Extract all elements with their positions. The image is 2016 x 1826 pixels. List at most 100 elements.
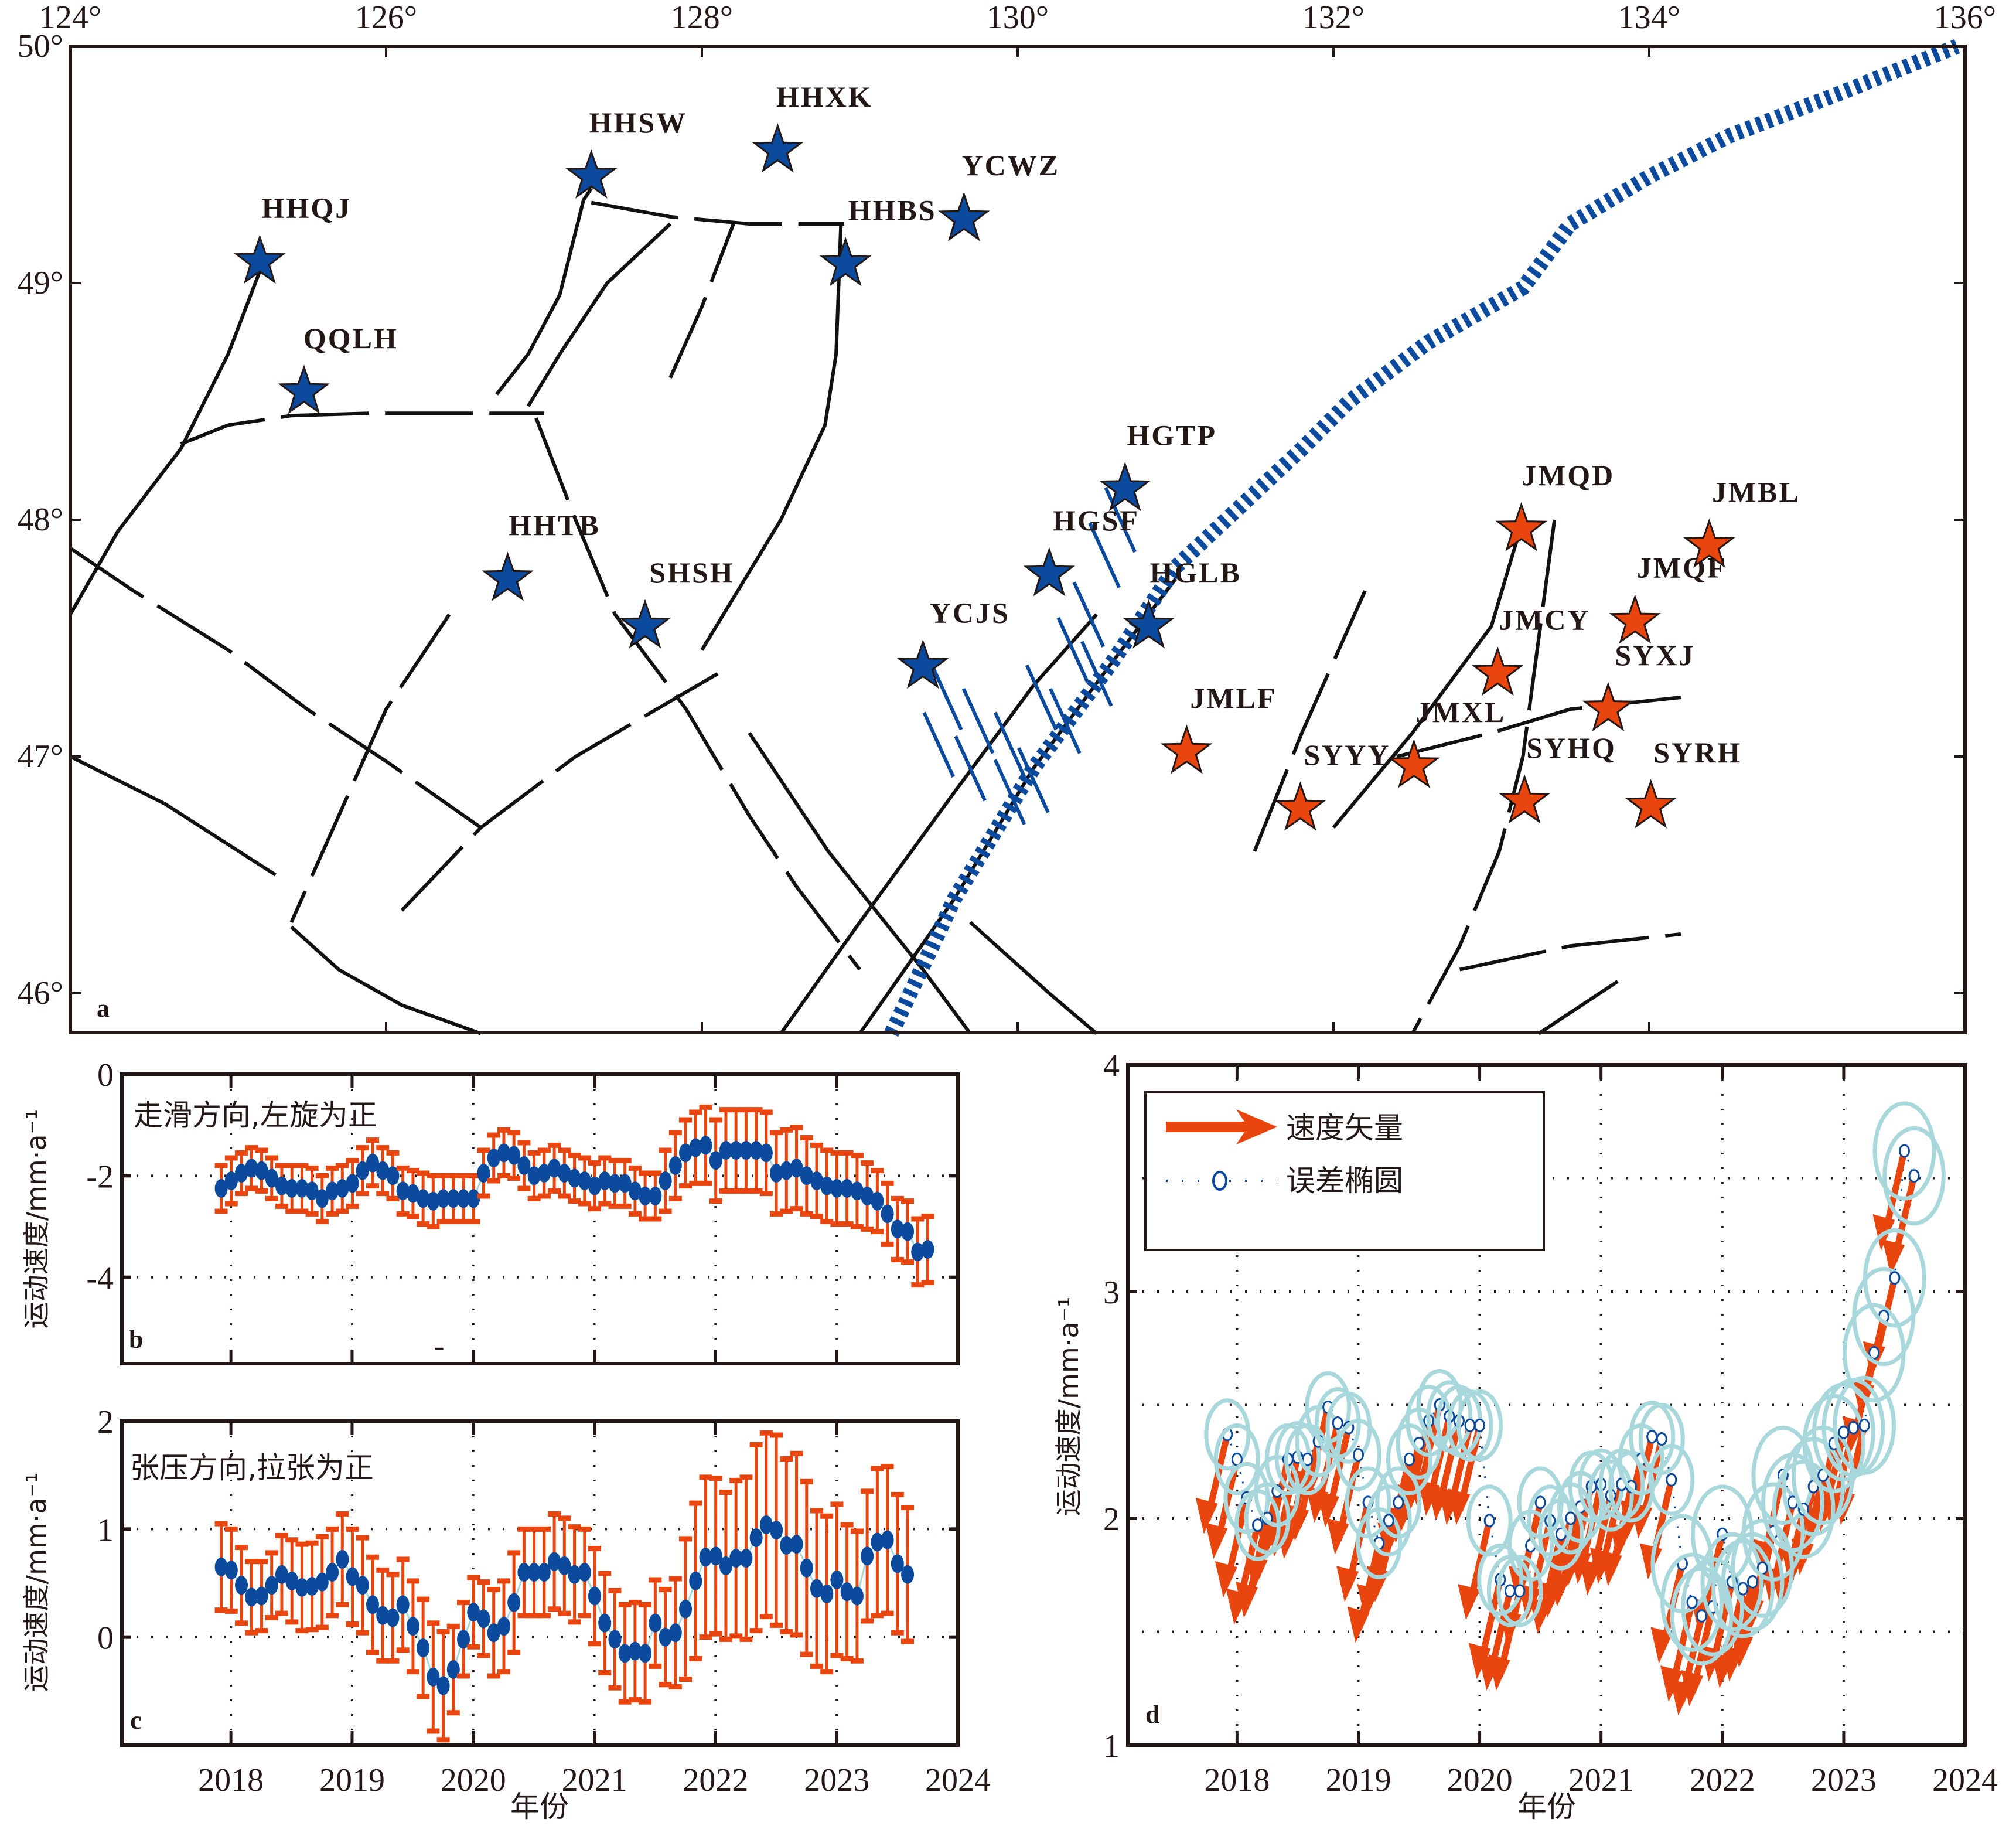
point-marker — [1474, 1418, 1486, 1432]
station-hhsw: HHSW — [565, 106, 685, 199]
data-point — [326, 1526, 339, 1619]
fault-lines — [69, 187, 1681, 1035]
station-label: HHBS — [848, 194, 937, 227]
point-marker — [537, 1164, 551, 1183]
station-star-icon — [1495, 502, 1547, 551]
data-point — [820, 1513, 834, 1675]
station-star-icon — [1099, 461, 1151, 512]
point-marker — [245, 1587, 258, 1607]
point-marker — [628, 1641, 642, 1661]
point-marker — [235, 1164, 248, 1183]
point-marker — [628, 1181, 642, 1201]
y-tick-label: 4 — [1103, 1048, 1120, 1084]
panel-b-ylabel: 运动速度/mm·a⁻¹ — [21, 1109, 52, 1329]
station-star-icon — [1123, 599, 1175, 649]
point-marker — [427, 1667, 440, 1687]
panel-c-ylabel: 运动速度/mm·a⁻¹ — [21, 1473, 52, 1692]
panel-label-a: a — [97, 994, 110, 1023]
y-tick-label: -4 — [86, 1261, 114, 1297]
data-point — [558, 1147, 571, 1199]
panel-label-d: d — [1145, 1700, 1159, 1729]
point-marker — [406, 1184, 419, 1203]
point-marker — [427, 1191, 440, 1211]
point-marker — [911, 1242, 925, 1262]
data-point — [396, 1556, 410, 1653]
station-label: JMCY — [1499, 604, 1590, 636]
point-marker — [467, 1603, 480, 1622]
station-hglb: HGLB — [1123, 556, 1240, 649]
legend-vector-label: 速度矢量 — [1286, 1111, 1403, 1145]
data-point — [446, 1623, 460, 1716]
error-ellipse — [1477, 1543, 1524, 1616]
data-point — [810, 1508, 824, 1669]
data-point — [881, 1180, 894, 1247]
point-marker — [840, 1582, 854, 1602]
fault-line — [748, 731, 972, 1035]
point-marker — [729, 1549, 743, 1568]
point-marker — [1666, 1473, 1677, 1487]
data-point — [487, 1132, 500, 1184]
vector-head — [1236, 1582, 1258, 1618]
station-star-icon — [938, 192, 990, 241]
y-tick-label: 0 — [97, 1057, 114, 1093]
lat-tick-label: 46° — [18, 975, 63, 1011]
station-star-icon — [482, 551, 534, 601]
point-marker — [315, 1189, 329, 1208]
error-ellipse — [1802, 1394, 1866, 1493]
data-point — [689, 1109, 702, 1186]
point-marker — [881, 1204, 894, 1224]
point-marker — [487, 1149, 500, 1167]
point-marker — [1908, 1169, 1920, 1183]
point-marker — [850, 1586, 864, 1606]
data-point — [659, 1147, 672, 1214]
station-star-icon — [1609, 594, 1662, 644]
point-marker — [810, 1171, 824, 1190]
data-point — [406, 1168, 419, 1219]
point-marker — [719, 1141, 732, 1160]
data-point — [467, 1173, 480, 1224]
data-point — [739, 1474, 753, 1642]
station-hgtp: HGTP — [1099, 418, 1215, 512]
station-label: SYXJ — [1615, 639, 1695, 672]
vector-head — [1448, 1488, 1471, 1525]
vector-head — [1548, 1570, 1571, 1607]
point-marker — [588, 1586, 601, 1606]
point-marker — [1889, 1271, 1901, 1285]
data-point — [427, 1620, 440, 1734]
point-marker — [507, 1146, 521, 1165]
x-tick-label: 2021 — [1568, 1762, 1634, 1798]
panel-b-series — [214, 1104, 934, 1288]
fault-line — [69, 755, 277, 877]
data-point — [548, 1511, 561, 1612]
data-point — [517, 1140, 531, 1191]
point-marker — [326, 1563, 339, 1582]
point-marker — [214, 1557, 228, 1576]
point-marker — [871, 1532, 884, 1552]
lon-tick-label: 126° — [355, 0, 417, 36]
point-marker — [1483, 1514, 1495, 1528]
y-tick-label: -2 — [86, 1159, 114, 1195]
graben-hatch — [1088, 522, 1121, 588]
point-marker — [417, 1189, 430, 1208]
data-point — [668, 1130, 682, 1201]
point-marker — [800, 1166, 813, 1185]
vector-head — [1458, 1583, 1481, 1620]
panel-c-xlabel: 年份 — [510, 1790, 569, 1824]
point-marker — [759, 1515, 773, 1534]
panel-c-ticks: 2018 2019 2020 2021 2022 2023 2024 2 1 0 — [97, 1404, 991, 1798]
error-ellipse — [1872, 1101, 1936, 1201]
point-marker — [224, 1171, 238, 1190]
data-point — [709, 1117, 722, 1204]
station-jmbl: JMBL — [1683, 475, 1799, 568]
point-marker — [245, 1159, 258, 1178]
panel-b-ticks: 0 -2 -4 — [86, 1057, 960, 1364]
point-marker — [436, 1676, 450, 1695]
station-star-icon — [819, 237, 872, 287]
point-marker — [639, 1644, 652, 1663]
point-marker — [830, 1179, 844, 1198]
data-point — [830, 1501, 844, 1658]
point-marker — [336, 1549, 349, 1569]
point-marker — [295, 1179, 309, 1198]
point-marker — [749, 1141, 763, 1160]
y-tick-label: 2 — [1103, 1501, 1120, 1538]
